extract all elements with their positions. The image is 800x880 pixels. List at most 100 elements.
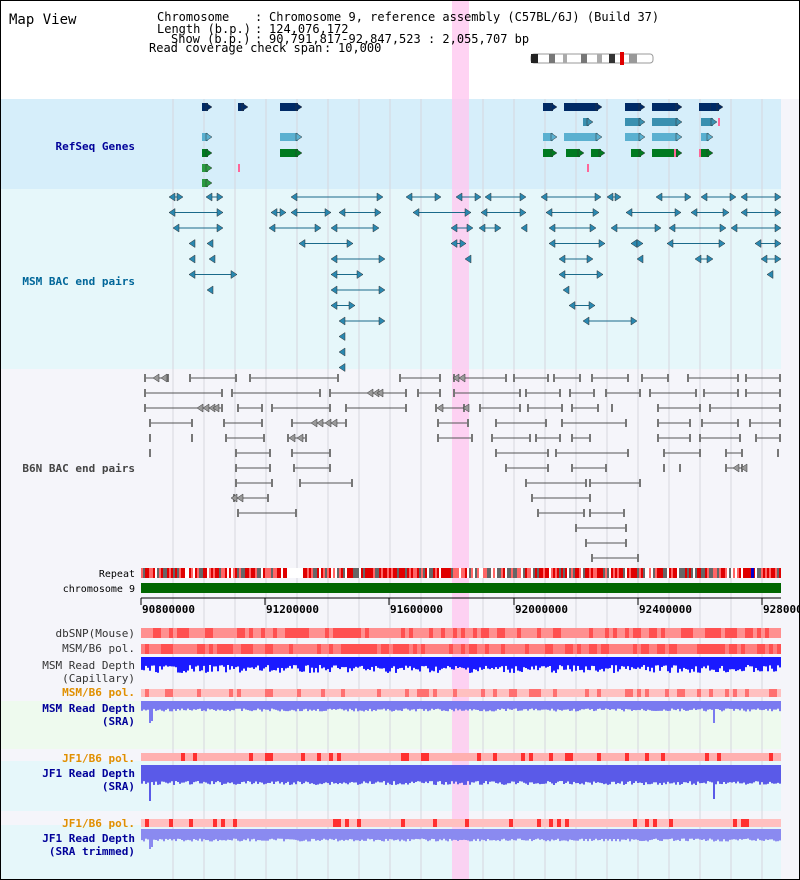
depth-bar <box>593 701 595 712</box>
heat-cell <box>177 819 181 827</box>
b6n-bac-arrow <box>152 373 160 383</box>
heat-cell <box>657 753 661 761</box>
msm-bac-end-pair-features[interactable] <box>168 192 782 372</box>
heat-cell <box>237 819 241 827</box>
track-label-msm-depth-sra[interactable]: MSM Read Depth <box>42 702 135 715</box>
track-label-jf1-depth-trim[interactable]: JF1 Read Depth <box>42 832 135 845</box>
b6n-bac-end <box>291 449 293 457</box>
depth-bar <box>735 765 737 784</box>
repeat-segment <box>503 568 505 578</box>
heat-cell <box>157 689 161 697</box>
track-label-msm-bac[interactable]: MSM BAC end pairs <box>22 275 135 288</box>
depth-bar <box>547 657 549 667</box>
depth-bar <box>619 701 621 709</box>
depth-bar <box>261 701 263 712</box>
heat-cell <box>665 753 669 761</box>
depth-bar <box>205 765 207 783</box>
heat-cell <box>245 644 249 654</box>
chromosome-bar[interactable] <box>141 583 781 593</box>
track-label-chromosome[interactable]: chromosome 9 <box>63 584 135 595</box>
depth-bar <box>351 701 353 711</box>
depth-bar <box>205 657 207 673</box>
depth-bar <box>395 765 397 785</box>
track-label-dbsnp[interactable]: dbSNP(Mouse) <box>56 627 135 640</box>
heat-cell <box>573 628 577 638</box>
depth-bar <box>195 829 197 840</box>
heat-cell <box>673 644 677 654</box>
depth-bar <box>595 765 597 783</box>
read-depth-tracks[interactable] <box>141 657 781 849</box>
chromosome-ideogram[interactable] <box>530 52 654 65</box>
heat-cell <box>469 689 473 697</box>
position-axis: 90800000 91200000 91600000 92000000 9240… <box>140 597 799 616</box>
heat-cell <box>721 753 725 761</box>
depth-bar <box>771 765 773 784</box>
b6n-bac-end <box>144 374 146 382</box>
depth-bar <box>311 701 313 711</box>
heat-cell <box>645 753 649 761</box>
track-label-jf1-b6-pol-2[interactable]: JF1/B6 pol. <box>62 817 135 830</box>
b6n-bac-end-pair-features[interactable] <box>144 373 781 562</box>
depth-bar <box>677 765 679 783</box>
depth-bar <box>305 765 307 782</box>
heat-cell <box>745 644 749 654</box>
depth-bar <box>495 829 497 841</box>
depth-bar <box>479 829 481 842</box>
repeat-segment <box>427 568 429 578</box>
track-label-msm-b6-pol-2[interactable]: MSM/B6 pol. <box>62 686 135 699</box>
heat-cell <box>545 628 549 638</box>
depth-bar <box>587 701 589 709</box>
track-label-msm-depth-capillary[interactable]: MSM Read Depth <box>42 659 135 672</box>
heat-cell <box>369 689 373 697</box>
heat-cell <box>741 644 745 654</box>
depth-bar <box>273 829 275 840</box>
depth-bar <box>391 829 393 840</box>
heat-cell <box>665 644 669 654</box>
depth-bar <box>497 701 499 710</box>
depth-bar <box>187 829 189 840</box>
heat-cell <box>509 644 513 654</box>
depth-bar <box>667 829 669 840</box>
heat-cell <box>201 819 205 827</box>
repeat-segment <box>345 568 347 578</box>
heat-cell <box>565 753 569 761</box>
polymorphism-heat-strips[interactable] <box>141 628 781 827</box>
depth-bar <box>635 765 637 782</box>
heat-cell <box>345 628 349 638</box>
repeat-segment <box>325 568 327 578</box>
depth-bar <box>489 657 491 670</box>
show-value: 90,791,817-92,847,523 : 2,055,707 bp <box>269 32 529 46</box>
track-label-jf1-depth-sra[interactable]: JF1 Read Depth <box>42 767 135 780</box>
track-label-repeat[interactable]: Repeat <box>99 569 135 580</box>
track-label-msm-b6-pol-1[interactable]: MSM/B6 pol. <box>62 642 135 655</box>
depth-bar <box>551 829 553 840</box>
depth-bar <box>611 829 613 842</box>
b6n-bac-end <box>235 479 237 487</box>
depth-bar <box>239 765 241 784</box>
track-label-b6n-bac[interactable]: B6N BAC end pairs <box>22 462 135 475</box>
track-label-msm-depth-sra-sub: (SRA) <box>102 715 135 728</box>
repeat-segment <box>553 568 555 578</box>
depth-bar <box>255 701 257 711</box>
refseq-gene-block <box>652 103 678 111</box>
heat-cell <box>757 753 761 761</box>
repeat-segment <box>159 568 161 578</box>
heat-cell <box>513 628 517 638</box>
track-label-refseq[interactable]: RefSeq Genes <box>56 140 135 153</box>
b6n-bac-end <box>589 494 591 502</box>
depth-bar <box>235 701 237 709</box>
b6n-bac-end <box>571 404 573 412</box>
refseq-gene-block <box>202 164 208 172</box>
heat-cell <box>237 644 241 654</box>
msm-bac-end <box>338 316 346 326</box>
repeat-segment <box>273 568 275 578</box>
b6n-bac-end <box>689 434 691 442</box>
ideogram-band <box>629 54 637 63</box>
msm-bac-end <box>205 192 213 202</box>
refseq-gene-features[interactable] <box>202 102 724 188</box>
repeat-track-bar[interactable] <box>141 568 781 578</box>
depth-bar <box>675 829 677 841</box>
track-label-jf1-b6-pol-1[interactable]: JF1/B6 pol. <box>62 752 135 765</box>
depth-bar <box>713 829 715 842</box>
